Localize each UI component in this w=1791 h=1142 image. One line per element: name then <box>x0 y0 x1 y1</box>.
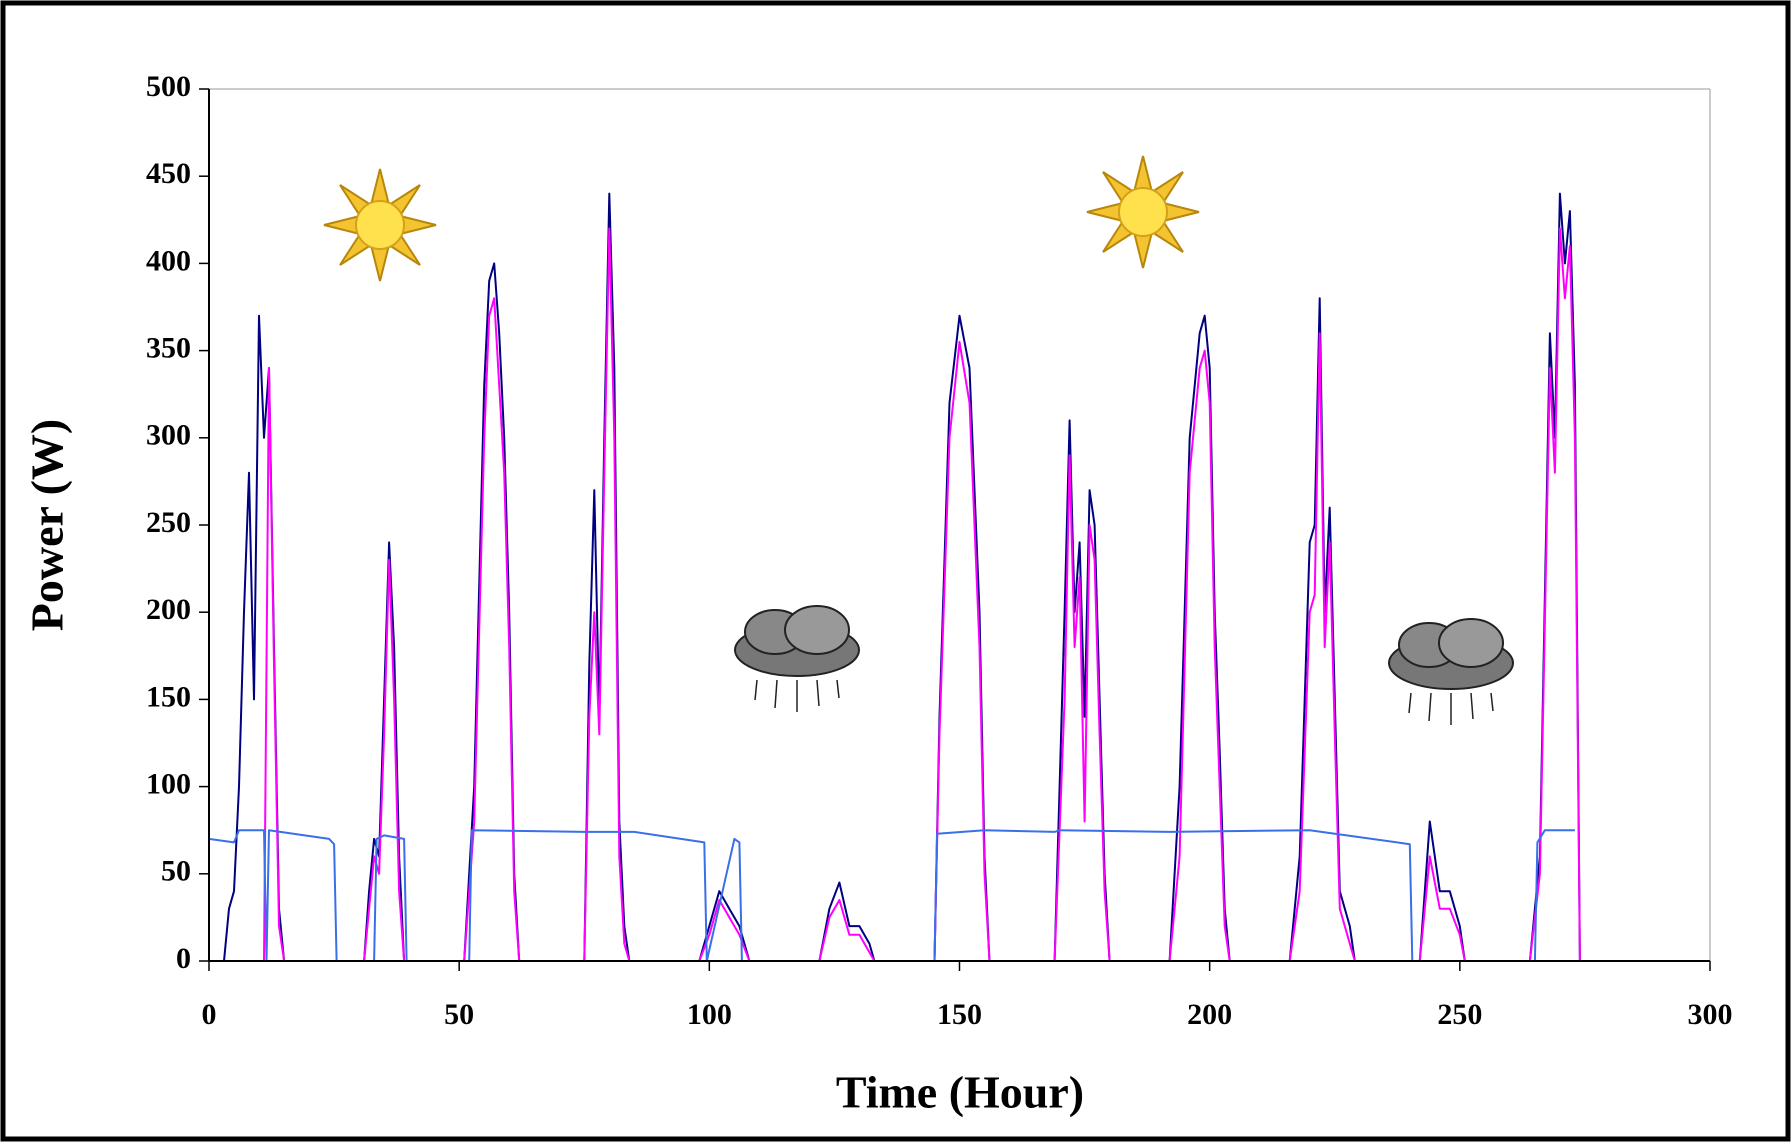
cloud-icon <box>734 605 860 712</box>
x-tick-label: 250 <box>1437 998 1482 1031</box>
y-tick-label: 250 <box>146 506 191 539</box>
x-tick-label: 150 <box>937 998 982 1031</box>
y-tick-label: 400 <box>146 244 191 277</box>
y-tick-label: 450 <box>146 157 191 190</box>
y-tick-label: 500 <box>146 70 191 103</box>
y-tick-label: 350 <box>146 331 191 364</box>
y-tick-label: 100 <box>146 767 191 800</box>
y-tick-label: 0 <box>176 942 191 975</box>
y-tick-label: 200 <box>146 593 191 626</box>
sun-icon <box>323 168 437 282</box>
x-tick-label: 300 <box>1688 998 1733 1031</box>
y-tick-label: 300 <box>146 419 191 452</box>
y-axis-label: Power (W) <box>22 419 73 631</box>
sun-icon <box>1086 155 1200 269</box>
x-tick-label: 0 <box>202 998 217 1031</box>
y-tick-label: 50 <box>161 855 191 888</box>
data-line <box>208 829 1575 962</box>
x-tick-label: 200 <box>1187 998 1232 1031</box>
x-tick-label: 100 <box>687 998 732 1031</box>
y-tick-label: 150 <box>146 680 191 713</box>
cloud-icon <box>1388 618 1514 725</box>
x-axis-label: Time (Hour) <box>836 1067 1084 1118</box>
x-tick-label: 50 <box>444 998 474 1031</box>
